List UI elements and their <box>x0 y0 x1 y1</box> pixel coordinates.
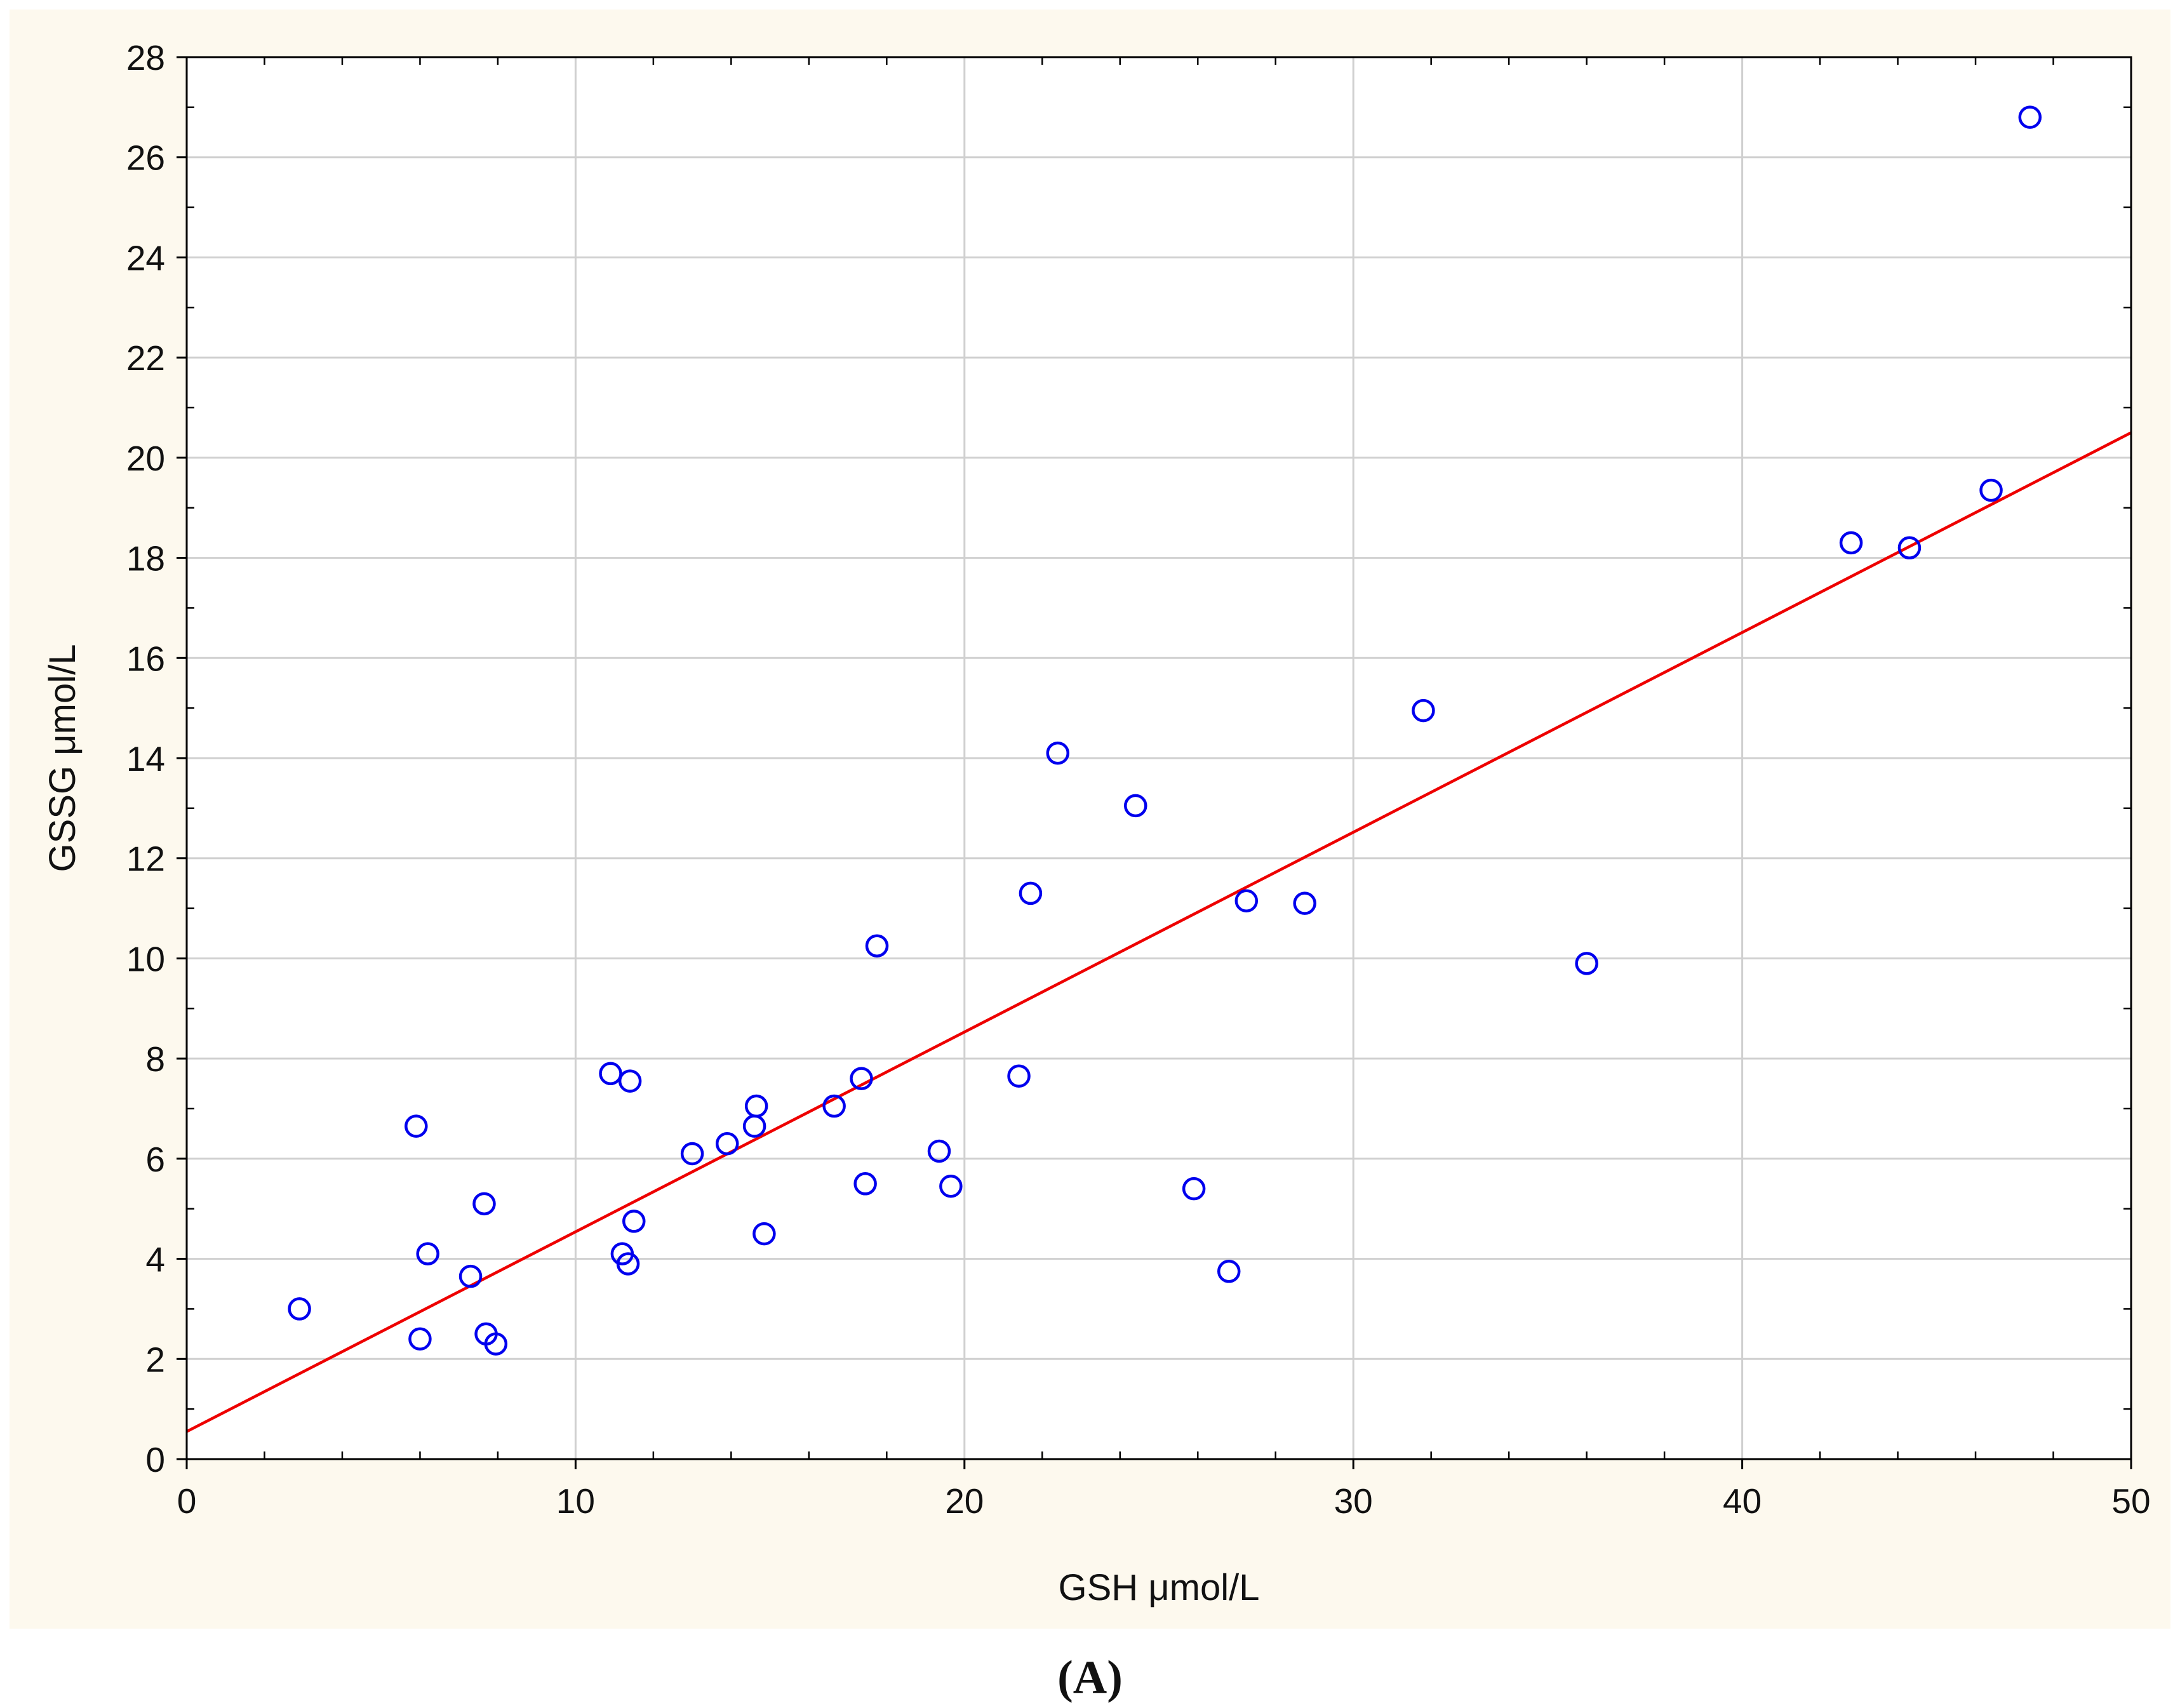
data-point <box>853 1172 877 1196</box>
data-point <box>616 1252 640 1276</box>
data-point <box>822 1094 846 1118</box>
regression-line <box>185 431 2132 1433</box>
data-points <box>288 105 2042 1356</box>
y-tick-label: 16 <box>126 639 165 678</box>
y-tick-label: 6 <box>145 1140 165 1179</box>
x-tick-label: 10 <box>556 1481 595 1521</box>
y-tick-label: 22 <box>126 338 165 378</box>
y-axis-title: GSSG μmol/L <box>42 644 83 872</box>
y-tick-label: 0 <box>145 1440 165 1479</box>
x-axis-title: GSH μmol/L <box>1058 1567 1259 1608</box>
x-axis-ticks: 0 10 20 30 40 50 <box>177 1459 2151 1521</box>
y-tick-label: 24 <box>126 238 165 277</box>
data-point <box>1897 536 1922 560</box>
panel-label: (A) <box>1057 1651 1123 1704</box>
data-point <box>1182 1177 1206 1201</box>
data-point <box>1412 698 1435 723</box>
data-point <box>939 1174 963 1198</box>
grid <box>187 57 2131 1459</box>
data-point <box>1979 478 2003 502</box>
data-point <box>680 1142 704 1166</box>
data-point <box>2018 105 2042 129</box>
data-point <box>850 1067 873 1090</box>
data-point <box>416 1242 439 1265</box>
data-point <box>1046 741 1070 765</box>
x-tick-label: 20 <box>945 1481 984 1521</box>
data-point <box>1234 889 1259 912</box>
x-tick-label: 50 <box>2111 1481 2150 1521</box>
data-point <box>1124 794 1147 818</box>
data-point <box>484 1332 508 1356</box>
data-point <box>1839 531 1863 555</box>
data-point <box>599 1062 622 1086</box>
data-point <box>1293 891 1316 915</box>
y-tick-label: 14 <box>126 739 165 778</box>
data-point <box>622 1210 646 1233</box>
data-point <box>715 1131 739 1156</box>
y-tick-label: 8 <box>145 1039 165 1079</box>
data-point <box>1575 952 1598 975</box>
data-point <box>405 1114 428 1138</box>
data-point <box>1019 881 1043 905</box>
data-point <box>1217 1260 1241 1283</box>
minor-ticks <box>187 57 2131 1459</box>
x-tick-label: 40 <box>1723 1481 1762 1521</box>
x-tick-label: 30 <box>1334 1481 1373 1521</box>
y-tick-label: 2 <box>145 1340 165 1379</box>
y-tick-label: 20 <box>126 439 165 478</box>
y-tick-label: 18 <box>126 539 165 578</box>
data-point <box>752 1222 776 1246</box>
data-point <box>408 1327 432 1351</box>
y-tick-label: 4 <box>145 1240 165 1279</box>
data-point <box>472 1192 496 1216</box>
y-tick-label: 10 <box>126 939 165 978</box>
data-point <box>288 1297 311 1321</box>
y-tick-label: 26 <box>126 138 165 178</box>
y-tick-label: 12 <box>126 839 165 879</box>
y-tick-label: 28 <box>126 38 165 77</box>
data-point <box>458 1264 483 1288</box>
data-point <box>618 1069 642 1093</box>
data-point <box>744 1094 768 1118</box>
x-tick-label: 0 <box>177 1481 197 1521</box>
data-point <box>865 934 889 957</box>
data-point <box>1007 1064 1031 1088</box>
data-point <box>927 1139 951 1163</box>
